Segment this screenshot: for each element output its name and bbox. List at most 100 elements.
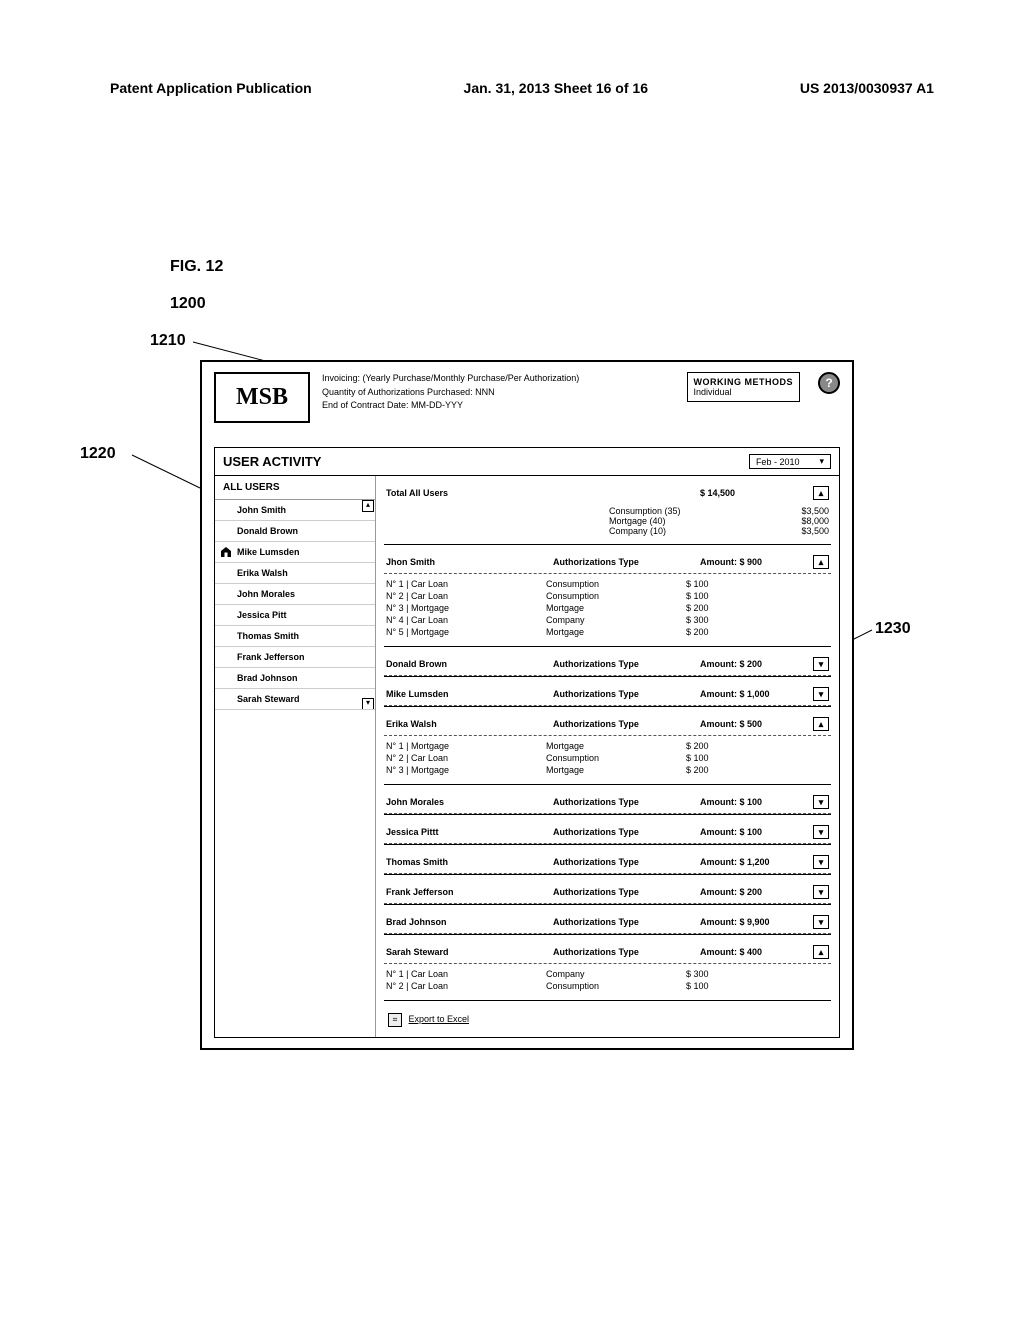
excel-icon: ⌗ <box>388 1013 402 1027</box>
total-line-value: $3,500 <box>759 506 829 516</box>
sidebar-user-item[interactable]: Jessica Pitt <box>215 605 375 626</box>
user-card-head[interactable]: Donald BrownAuthorizations TypeAmount: $… <box>384 653 831 676</box>
sidebar-user-item[interactable]: Erika Walsh <box>215 563 375 584</box>
app-window: MSB Invoicing: (Yearly Purchase/Monthly … <box>200 360 854 1050</box>
collapse-icon[interactable]: ▴ <box>813 945 829 959</box>
expand-icon[interactable]: ▾ <box>813 825 829 839</box>
doc-header: Patent Application Publication Jan. 31, … <box>110 80 934 96</box>
working-methods-box[interactable]: WORKING METHODS Individual <box>687 372 801 402</box>
working-methods-value: Individual <box>694 387 794 397</box>
card-user-name: Jessica Pittt <box>386 827 546 837</box>
collapse-icon[interactable]: ▴ <box>813 717 829 731</box>
page: Patent Application Publication Jan. 31, … <box>0 0 1024 1320</box>
card-user-name: Mike Lumsden <box>386 689 546 699</box>
sidebar-user-item[interactable]: Frank Jefferson <box>215 647 375 668</box>
expand-icon[interactable]: ▾ <box>813 855 829 869</box>
detail-panel: Total All Users $ 14,500 ▴ Consumption (… <box>376 476 839 1037</box>
card-auth-label: Authorizations Type <box>553 917 693 927</box>
detail-id: N° 3 | Mortgage <box>386 765 546 775</box>
user-card: John MoralesAuthorizations TypeAmount: $… <box>384 791 831 815</box>
card-detail-rows: N° 1 | Car LoanCompany$ 300N° 2 | Car Lo… <box>384 964 831 1000</box>
users-sidebar: ALL USERS ▴ ▾ John SmithDonald BrownMike… <box>215 476 376 1037</box>
header-left: Patent Application Publication <box>110 80 312 96</box>
sidebar-user-item[interactable]: John Morales <box>215 584 375 605</box>
card-auth-label: Authorizations Type <box>553 719 693 729</box>
sidebar-user-item[interactable]: Thomas Smith <box>215 626 375 647</box>
detail-amount: $ 300 <box>686 615 786 625</box>
sidebar-user-item[interactable]: Brad Johnson <box>215 668 375 689</box>
detail-type: Consumption <box>546 579 686 589</box>
all-users-header[interactable]: ALL USERS <box>215 476 375 500</box>
detail-row: N° 4 | Car LoanCompany$ 300 <box>386 614 829 626</box>
card-amount: Amount: $ 1,200 <box>700 857 800 867</box>
expand-icon[interactable]: ▾ <box>813 657 829 671</box>
sidebar-user-item[interactable]: Donald Brown <box>215 521 375 542</box>
figure-label: FIG. 12 <box>170 258 223 276</box>
detail-row: N° 1 | MortgageMortgage$ 200 <box>386 740 829 752</box>
expand-icon[interactable]: ▾ <box>813 915 829 929</box>
detail-type: Consumption <box>546 981 686 991</box>
card-amount: Amount: $ 400 <box>700 947 800 957</box>
expand-icon[interactable]: ▾ <box>813 885 829 899</box>
user-card: Mike LumsdenAuthorizations TypeAmount: $… <box>384 683 831 707</box>
detail-amount: $ 300 <box>686 969 786 979</box>
info-line-2: Quantity of Authorizations Purchased: NN… <box>322 386 675 400</box>
info-block: Invoicing: (Yearly Purchase/Monthly Purc… <box>322 372 675 413</box>
sidebar-user-item[interactable]: Sarah Steward <box>215 689 375 710</box>
total-line: Consumption (35)$3,500 <box>386 506 829 516</box>
detail-id: N° 5 | Mortgage <box>386 627 546 637</box>
detail-amount: $ 200 <box>686 765 786 775</box>
user-card-head[interactable]: Sarah StewardAuthorizations TypeAmount: … <box>384 941 831 964</box>
card-auth-label: Authorizations Type <box>553 557 693 567</box>
detail-row: N° 3 | MortgageMortgage$ 200 <box>386 602 829 614</box>
user-card: Thomas Smith Authorizations Type Amount: $… <box>384 851 831 875</box>
detail-type: Consumption <box>546 753 686 763</box>
cards-host: Jhon SmithAuthorizations TypeAmount: $ 9… <box>376 551 839 1001</box>
detail-amount: $ 200 <box>686 627 786 637</box>
sidebar-user-item[interactable]: John Smith <box>215 500 375 521</box>
detail-id: N° 1 | Car Loan <box>386 969 546 979</box>
detail-id: N° 1 | Car Loan <box>386 579 546 589</box>
user-card-head[interactable]: Brad JohnsonAuthorizations TypeAmount: $… <box>384 911 831 934</box>
user-card: Sarah StewardAuthorizations TypeAmount: … <box>384 941 831 1001</box>
card-user-name: Frank Jefferson <box>386 887 546 897</box>
user-card-head[interactable]: Thomas Smith Authorizations Type Amount: $… <box>384 851 831 874</box>
detail-row: N° 1 | Car LoanCompany$ 300 <box>386 968 829 980</box>
card-amount: Amount: $ 100 <box>700 797 800 807</box>
user-card-head[interactable]: Frank JeffersonAuthorizations TypeAmount… <box>384 881 831 904</box>
user-card-head[interactable]: Jhon SmithAuthorizations TypeAmount: $ 9… <box>384 551 831 574</box>
card-auth-label: Authorizations Type <box>553 857 693 867</box>
ref-1200: 1200 <box>170 295 206 313</box>
card-auth-label: Authorizations Type <box>553 689 693 699</box>
sidebar-user-item[interactable]: Mike Lumsden <box>215 542 375 563</box>
detail-type: Mortgage <box>546 603 686 613</box>
user-card-head[interactable]: Erika WalshAuthorizations TypeAmount: $ … <box>384 713 831 736</box>
user-card-head[interactable]: John MoralesAuthorizations TypeAmount: $… <box>384 791 831 814</box>
card-detail-rows: N° 1 | Car LoanConsumption$ 100N° 2 | Ca… <box>384 574 831 646</box>
collapse-icon[interactable]: ▴ <box>813 555 829 569</box>
card-user-name: Thomas Smith <box>386 857 546 867</box>
expand-icon[interactable]: ▾ <box>813 795 829 809</box>
export-link[interactable]: Export to Excel <box>409 1014 470 1024</box>
card-user-name: John Morales <box>386 797 546 807</box>
header-center: Jan. 31, 2013 Sheet 16 of 16 <box>464 80 648 96</box>
detail-row: N° 1 | Car LoanConsumption$ 100 <box>386 578 829 590</box>
user-card: Erika WalshAuthorizations TypeAmount: $ … <box>384 713 831 785</box>
expand-icon[interactable]: ▾ <box>813 687 829 701</box>
user-card-head[interactable]: Jessica PitttAuthorizations TypeAmount: … <box>384 821 831 844</box>
date-value: Feb - 2010 <box>756 457 800 467</box>
collapse-icon[interactable]: ▴ <box>813 486 829 500</box>
user-list: ▴ ▾ John SmithDonald BrownMike LumsdenEr… <box>215 500 375 710</box>
help-icon[interactable]: ? <box>818 372 840 394</box>
export-row: ⌗ Export to Excel <box>376 1007 839 1029</box>
total-line: Mortgage (40)$8,000 <box>386 516 829 526</box>
date-selector[interactable]: Feb - 2010 ▾ <box>749 454 831 469</box>
card-amount: Amount: $ 200 <box>700 659 800 669</box>
detail-type: Mortgage <box>546 741 686 751</box>
user-card-head[interactable]: Mike LumsdenAuthorizations TypeAmount: $… <box>384 683 831 706</box>
card-amount: Amount: $ 200 <box>700 887 800 897</box>
card-user-name: Erika Walsh <box>386 719 546 729</box>
card-amount: Amount: $ 900 <box>700 557 800 567</box>
detail-amount: $ 100 <box>686 591 786 601</box>
card-auth-label: Authorizations Type <box>553 827 693 837</box>
